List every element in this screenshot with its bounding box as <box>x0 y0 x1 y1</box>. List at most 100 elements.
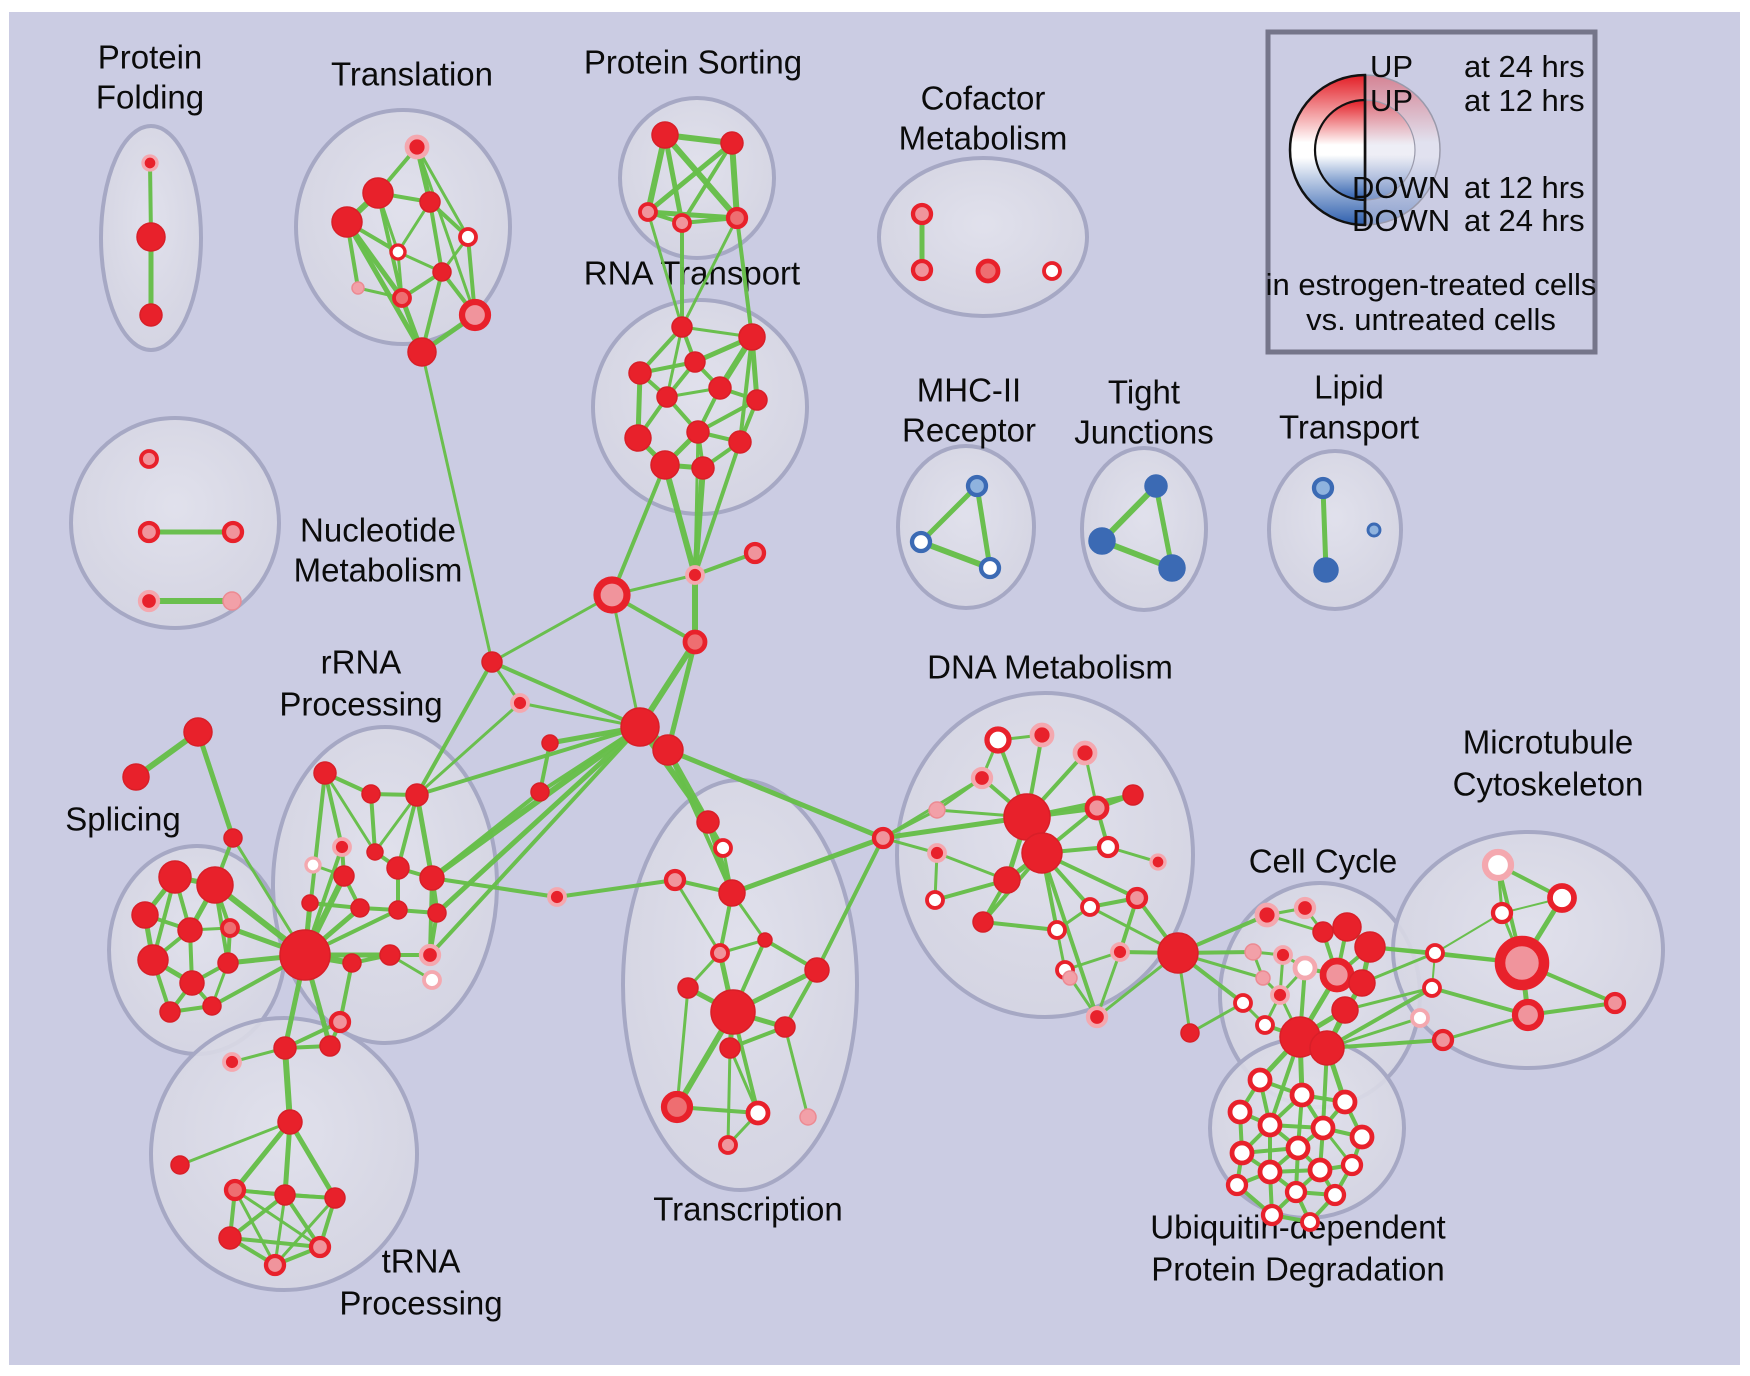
network-node-rrna-processing[interactable] <box>313 761 337 785</box>
network-node-cell-cycle[interactable] <box>1254 902 1280 928</box>
network-node-rrna-processing[interactable] <box>350 898 370 918</box>
network-node-lipid-transport[interactable] <box>1366 522 1382 538</box>
network-node-translation[interactable] <box>404 134 430 160</box>
network-node-rrna-processing[interactable] <box>419 865 445 891</box>
network-node-rrna-processing[interactable] <box>405 783 429 807</box>
network-node-transcription[interactable] <box>718 879 746 907</box>
network-node-ubiquitin-degradation[interactable] <box>1289 1082 1315 1108</box>
network-node-cell-cycle[interactable] <box>1273 945 1293 965</box>
network-node-splicing[interactable] <box>196 866 234 904</box>
network-node-translation[interactable] <box>458 227 478 247</box>
network-node-cell-cycle[interactable] <box>1309 1030 1345 1066</box>
network-node-rrna-processing[interactable] <box>388 900 408 920</box>
network-node-ubiquitin-degradation[interactable] <box>1307 1157 1333 1183</box>
network-node[interactable] <box>541 734 559 752</box>
network-node-transcription[interactable] <box>799 1108 817 1126</box>
network-node-protein-sorting[interactable] <box>638 202 658 222</box>
network-node-dna-metabolism[interactable] <box>928 801 946 819</box>
network-node-transcription[interactable] <box>719 1037 741 1059</box>
network-node-trna-processing[interactable] <box>263 1253 287 1277</box>
network-node-rrna-processing[interactable] <box>361 784 381 804</box>
network-node-lipid-transport[interactable] <box>1311 476 1335 500</box>
network-node-trna-processing[interactable] <box>274 1184 296 1206</box>
network-node-ubiquitin-degradation[interactable] <box>1229 1140 1255 1166</box>
network-node-dna-metabolism[interactable] <box>1047 920 1067 940</box>
network-node-nucleotide-metabolism[interactable] <box>137 589 161 613</box>
network-node-tight-junctions[interactable] <box>1158 554 1186 582</box>
network-node-cell-cycle[interactable] <box>1270 985 1290 1005</box>
network-node-trna-processing[interactable] <box>273 1036 297 1060</box>
network-node-cell-cycle[interactable] <box>1331 996 1359 1024</box>
network-node-dna-metabolism[interactable] <box>1096 835 1120 859</box>
network-node-dna-metabolism[interactable] <box>927 843 947 863</box>
network-node-cofactor-metabolism[interactable] <box>910 202 934 226</box>
network-node-splicing[interactable] <box>137 944 169 976</box>
network-node-lipid-transport[interactable] <box>1313 557 1339 583</box>
network-node-cofactor-metabolism[interactable] <box>1042 261 1062 281</box>
network-node-rna-transport[interactable] <box>684 351 706 373</box>
network-node-rna-transport[interactable] <box>746 389 768 411</box>
network-node-ubiquitin-degradation[interactable] <box>1285 1135 1311 1161</box>
network-node-rrna-processing[interactable] <box>418 943 442 967</box>
network-node-microtubule-cytoskeleton[interactable] <box>1511 998 1545 1032</box>
network-node-protein-sorting[interactable] <box>720 131 744 155</box>
network-node-transcription[interactable] <box>710 943 730 963</box>
network-node-microtubule-cytoskeleton[interactable] <box>1422 978 1442 998</box>
network-node-microtubule-cytoskeleton[interactable] <box>1425 943 1445 963</box>
network-node-nucleotide-metabolism[interactable] <box>139 449 159 469</box>
network-node-rrna-processing[interactable] <box>332 837 352 857</box>
network-node-transcription[interactable] <box>713 838 733 858</box>
network-node-rna-transport[interactable] <box>686 420 710 444</box>
network-node-translation[interactable] <box>389 243 407 261</box>
network-node-rrna-processing[interactable] <box>342 953 362 973</box>
network-node-protein-folding[interactable] <box>141 154 159 172</box>
network-node-splicing[interactable] <box>220 918 240 938</box>
network-node-ubiquitin-degradation[interactable] <box>1227 1099 1253 1125</box>
network-node-cell-cycle[interactable] <box>1293 896 1317 920</box>
network-node-ubiquitin-degradation[interactable] <box>1284 1180 1308 1204</box>
network-node-splicing[interactable] <box>158 860 192 894</box>
network-node[interactable] <box>223 828 243 848</box>
network-node-protein-sorting[interactable] <box>651 121 679 149</box>
network-node-dna-metabolism[interactable] <box>1080 897 1100 917</box>
network-node-dna-metabolism[interactable] <box>970 766 994 790</box>
network-node-dna-metabolism[interactable] <box>972 911 994 933</box>
network-node-dna-metabolism[interactable] <box>993 866 1021 894</box>
network-node-dna-metabolism[interactable] <box>1085 1005 1109 1029</box>
network-node[interactable] <box>547 887 567 907</box>
network-node-dna-metabolism[interactable] <box>1029 722 1055 748</box>
network-node-translation[interactable] <box>351 281 365 295</box>
network-node-cell-cycle[interactable] <box>1255 970 1271 986</box>
network-node-ubiquitin-degradation[interactable] <box>1257 1112 1283 1138</box>
network-node-rna-transport[interactable] <box>728 430 752 454</box>
network-node-translation[interactable] <box>458 298 492 332</box>
network-node-rna-transport[interactable] <box>671 316 693 338</box>
network-node-splicing[interactable] <box>177 917 203 943</box>
network-node-trna-processing[interactable] <box>222 1052 242 1072</box>
network-node-cell-cycle[interactable] <box>1255 1015 1275 1035</box>
network-node-ubiquitin-degradation[interactable] <box>1260 1203 1284 1227</box>
network-node-transcription[interactable] <box>745 1100 771 1126</box>
network-node-dna-metabolism[interactable] <box>1021 832 1063 874</box>
network-node-transcription[interactable] <box>663 868 687 892</box>
network-node-dna-metabolism[interactable] <box>1149 853 1167 871</box>
network-node[interactable] <box>682 629 708 655</box>
network-node[interactable] <box>593 576 631 614</box>
network-node-microtubule-cytoskeleton[interactable] <box>1431 1028 1455 1052</box>
network-node-rna-transport[interactable] <box>691 456 715 480</box>
network-node-ubiquitin-degradation[interactable] <box>1332 1089 1358 1115</box>
network-node-protein-folding[interactable] <box>136 222 166 252</box>
network-node-tight-junctions[interactable] <box>1088 527 1116 555</box>
network-node-rna-transport[interactable] <box>738 323 766 351</box>
network-node-rrna-processing[interactable] <box>427 903 447 923</box>
network-node-dna-metabolism[interactable] <box>1125 886 1149 910</box>
network-node-protein-folding[interactable] <box>139 303 163 327</box>
network-node-dna-metabolism[interactable] <box>1072 740 1098 766</box>
network-node[interactable] <box>743 541 767 565</box>
network-node-splicing[interactable] <box>202 996 222 1016</box>
network-node-ubiquitin-degradation[interactable] <box>1323 1183 1347 1207</box>
network-node-mhc-ii-receptor[interactable] <box>909 530 933 554</box>
network-node-dna-metabolism[interactable] <box>925 890 945 910</box>
network-node-cell-cycle[interactable] <box>1233 993 1253 1013</box>
network-node-trna-processing[interactable] <box>308 1235 332 1259</box>
